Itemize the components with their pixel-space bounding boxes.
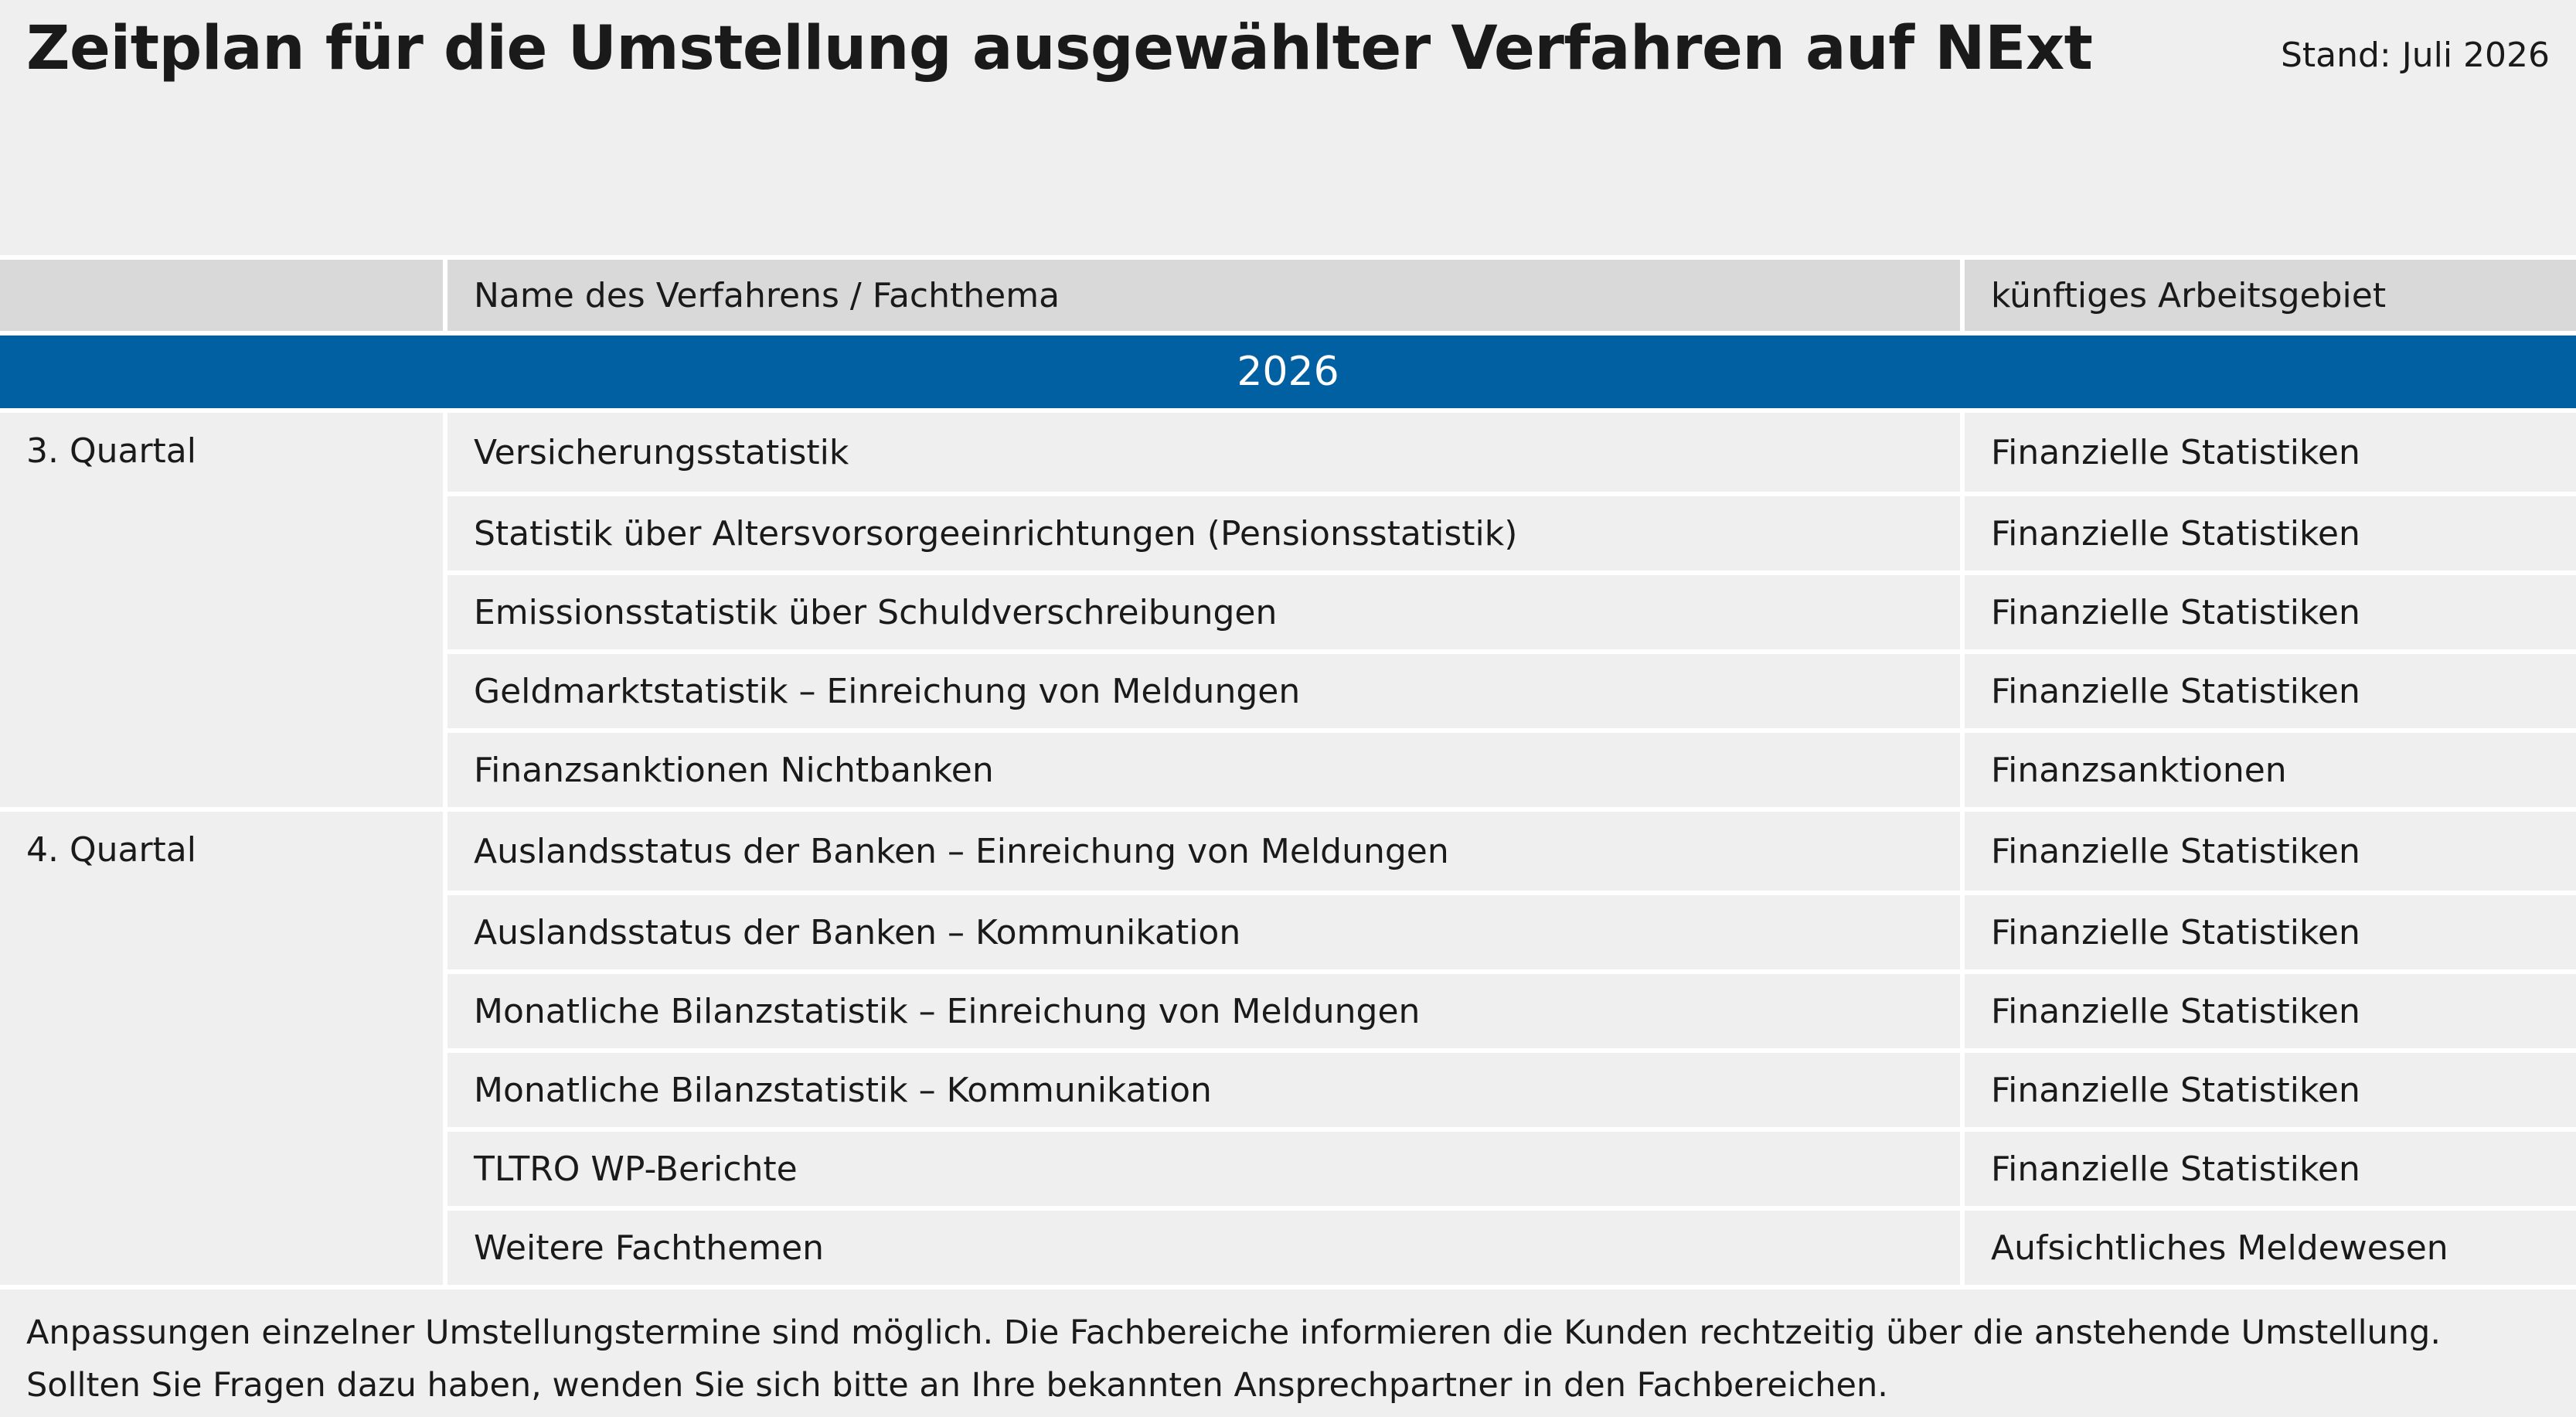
work-area: Finanzielle Statistiken [1960, 575, 2576, 649]
quarter-group: 4. Quartal Auslandsstatus der Banken – E… [0, 812, 2576, 1289]
quarter-group: 3. Quartal Versicherungsstatistik Finanz… [0, 413, 2576, 812]
table-row: TLTRO WP-Berichte Finanzielle Statistike… [443, 1127, 2576, 1206]
footnote-line: Anpassungen einzelner Umstellungstermine… [26, 1313, 2442, 1352]
procedure-name: Monatliche Bilanzstatistik – Einreichung… [443, 974, 1960, 1048]
year-band: 2026 [0, 336, 2576, 413]
table-header-row: Name des Verfahrens / Fachthema künftige… [0, 260, 2576, 336]
procedure-name: Monatliche Bilanzstatistik – Kommunikati… [443, 1053, 1960, 1127]
work-area: Finanzielle Statistiken [1960, 1132, 2576, 1206]
footnote: Anpassungen einzelner Umstellungstermine… [26, 1306, 2441, 1412]
header-cell-procedure: Name des Verfahrens / Fachthema [443, 260, 1960, 336]
footnote-line: Sollten Sie Fragen dazu haben, wenden Si… [26, 1366, 1888, 1405]
procedure-name: Geldmarktstatistik – Einreichung von Mel… [443, 654, 1960, 728]
work-area: Finanzielle Statistiken [1960, 895, 2576, 969]
work-area: Finanzielle Statistiken [1960, 812, 2576, 891]
work-area: Finanzielle Statistiken [1960, 1053, 2576, 1127]
table-row: Finanzsanktionen Nichtbanken Finanzsankt… [443, 728, 2576, 807]
quarter-label: 3. Quartal [26, 431, 196, 471]
procedure-name: Auslandsstatus der Banken – Einreichung … [443, 812, 1960, 891]
schedule-table: Name des Verfahrens / Fachthema künftige… [0, 255, 2576, 1289]
procedure-name: Finanzsanktionen Nichtbanken [443, 733, 1960, 807]
status-date: Stand: Juli 2026 [2280, 36, 2550, 75]
work-area: Finanzielle Statistiken [1960, 413, 2576, 492]
table-row: Monatliche Bilanzstatistik – Einreichung… [443, 969, 2576, 1048]
quarter-label: 4. Quartal [26, 830, 196, 870]
procedure-name: TLTRO WP-Berichte [443, 1132, 1960, 1206]
procedure-name: Emissionsstatistik über Schuldverschreib… [443, 575, 1960, 649]
table-row: Geldmarktstatistik – Einreichung von Mel… [443, 649, 2576, 728]
table-row: Versicherungsstatistik Finanzielle Stati… [443, 413, 2576, 492]
work-area: Finanzsanktionen [1960, 733, 2576, 807]
table-row: Statistik über Altersvorsorgeeinrichtung… [443, 492, 2576, 571]
table-row: Weitere Fachthemen Aufsichtliches Meldew… [443, 1206, 2576, 1285]
procedure-name: Versicherungsstatistik [443, 413, 1960, 492]
table-row: Auslandsstatus der Banken – Kommunikatio… [443, 891, 2576, 969]
table-row: Monatliche Bilanzstatistik – Kommunikati… [443, 1048, 2576, 1127]
page-title: Zeitplan für die Umstellung ausgewählter… [26, 14, 2093, 83]
work-area: Finanzielle Statistiken [1960, 654, 2576, 728]
header-cell-area: künftiges Arbeitsgebiet [1960, 260, 2576, 336]
work-area: Aufsichtliches Meldewesen [1960, 1211, 2576, 1285]
procedure-name: Statistik über Altersvorsorgeeinrichtung… [443, 496, 1960, 571]
table-row: Emissionsstatistik über Schuldverschreib… [443, 571, 2576, 649]
work-area: Finanzielle Statistiken [1960, 496, 2576, 571]
procedure-name: Weitere Fachthemen [443, 1211, 1960, 1285]
header-cell-period [0, 260, 443, 336]
table-row: Auslandsstatus der Banken – Einreichung … [443, 812, 2576, 891]
procedure-name: Auslandsstatus der Banken – Kommunikatio… [443, 895, 1960, 969]
work-area: Finanzielle Statistiken [1960, 974, 2576, 1048]
